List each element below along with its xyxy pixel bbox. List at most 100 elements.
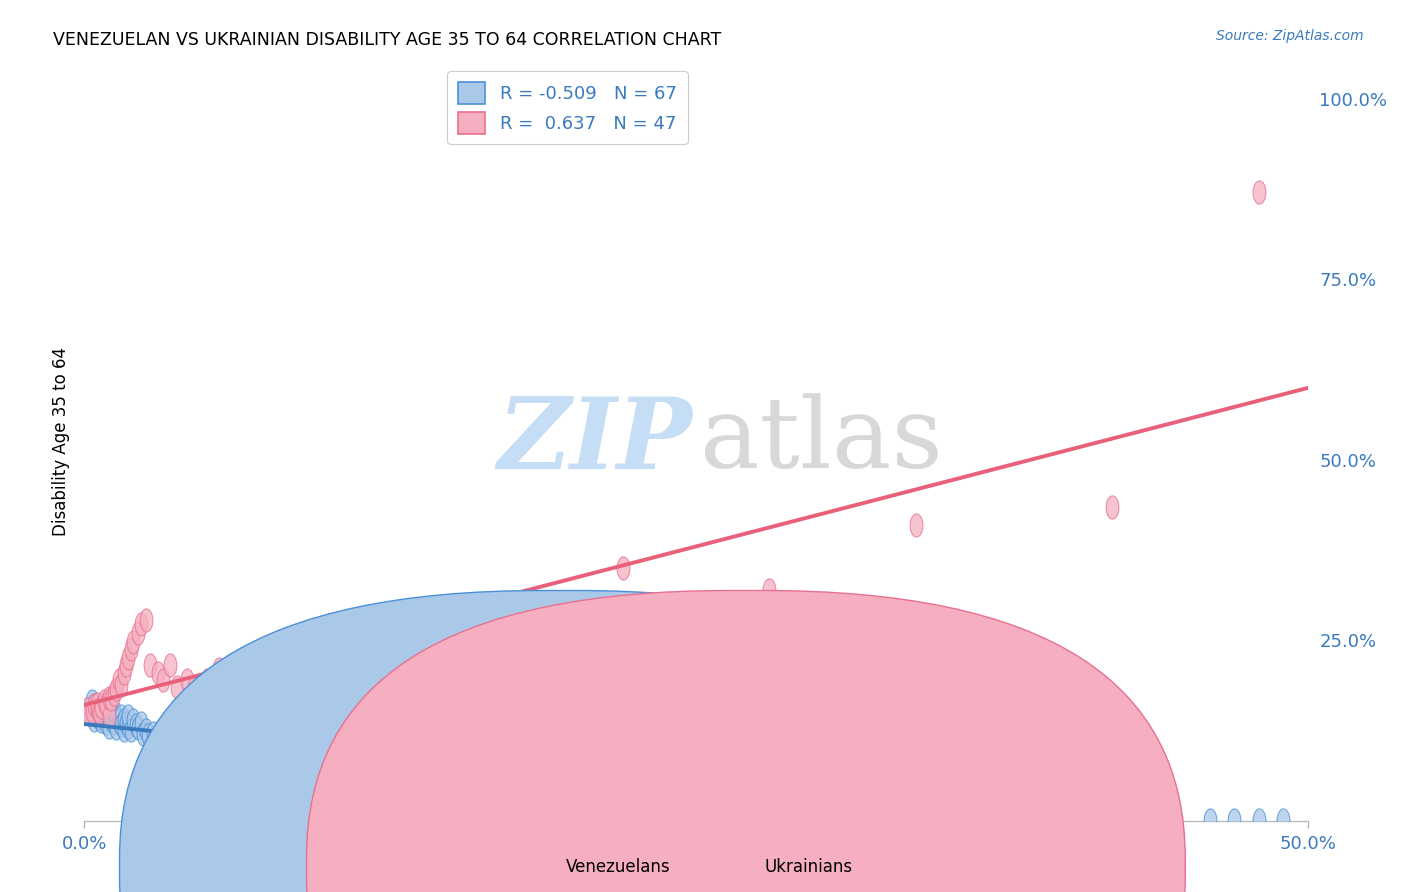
Point (440, 690, 463, 705)
Point (146, 731, 169, 745)
Point (1198, 813, 1220, 827)
Point (1150, 813, 1173, 827)
Point (905, 517, 928, 532)
Point (219, 757, 242, 772)
Point (83, 698, 105, 712)
Text: ZIP: ZIP (498, 393, 692, 490)
Point (117, 709, 139, 723)
Point (1101, 812, 1123, 826)
Point (87, 706, 110, 720)
Point (120, 641, 142, 656)
Point (97, 720, 120, 734)
Point (97, 690, 120, 705)
Point (636, 807, 658, 822)
Point (96, 707, 118, 722)
Point (758, 582, 780, 597)
Point (245, 687, 267, 701)
Point (186, 745, 208, 759)
Point (195, 673, 218, 687)
Point (80, 704, 103, 718)
Point (117, 651, 139, 665)
Point (758, 810, 780, 824)
Point (107, 673, 129, 687)
Point (367, 790, 389, 805)
Y-axis label: Disability Age 35 to 64: Disability Age 35 to 64 (52, 347, 70, 536)
Point (86, 702, 108, 716)
Point (318, 694, 340, 708)
Point (122, 713, 145, 727)
Point (127, 626, 149, 640)
Point (105, 711, 128, 725)
Point (80, 706, 103, 721)
Point (129, 716, 152, 731)
Point (103, 714, 125, 729)
Point (219, 698, 242, 712)
Point (80, 694, 103, 708)
Point (103, 704, 125, 718)
Point (166, 680, 188, 694)
Point (176, 741, 198, 756)
Point (93, 694, 115, 708)
Point (110, 718, 132, 732)
Text: VENEZUELAN VS UKRAINIAN DISABILITY AGE 35 TO 64 CORRELATION CHART: VENEZUELAN VS UKRAINIAN DISABILITY AGE 3… (53, 31, 721, 49)
Point (489, 802, 512, 816)
Point (135, 723, 157, 738)
Point (176, 673, 198, 687)
Point (86, 697, 108, 711)
Point (115, 658, 138, 673)
Point (152, 728, 174, 742)
Point (112, 665, 135, 680)
Point (112, 713, 135, 727)
Point (269, 773, 291, 788)
Point (90, 699, 112, 714)
Point (83, 713, 105, 727)
Point (136, 728, 159, 742)
Point (105, 721, 128, 735)
Point (129, 617, 152, 632)
Point (103, 687, 125, 701)
Point (122, 634, 145, 648)
Point (1272, 813, 1295, 827)
Point (612, 561, 634, 575)
Point (96, 698, 118, 712)
Point (77, 706, 100, 721)
Point (135, 613, 157, 627)
Point (440, 799, 463, 814)
Point (142, 725, 165, 739)
Point (100, 692, 122, 706)
Point (195, 748, 218, 763)
Legend: R = -0.509   N = 67, R =  0.637   N = 47: R = -0.509 N = 67, R = 0.637 N = 47 (447, 71, 688, 145)
Point (132, 727, 155, 741)
Point (93, 706, 115, 721)
Point (83, 698, 105, 712)
Point (86, 709, 108, 723)
Point (856, 811, 879, 825)
Point (183, 680, 205, 694)
Point (139, 658, 162, 673)
Point (159, 732, 181, 747)
Point (166, 736, 188, 750)
Point (152, 673, 174, 687)
Point (117, 720, 139, 734)
Point (112, 723, 135, 738)
Point (86, 706, 108, 720)
Point (269, 676, 291, 690)
Point (146, 665, 169, 680)
Point (127, 721, 149, 735)
Point (562, 805, 585, 819)
Point (77, 702, 100, 716)
Point (87, 699, 110, 714)
Text: atlas: atlas (700, 393, 942, 490)
Point (105, 682, 128, 697)
Point (76, 702, 98, 716)
Text: Source: ZipAtlas.com: Source: ZipAtlas.com (1216, 29, 1364, 43)
Point (90, 714, 112, 728)
Point (110, 709, 132, 723)
Point (367, 673, 389, 687)
Point (1223, 813, 1246, 827)
Point (294, 662, 316, 676)
Text: Venezuelans: Venezuelans (567, 858, 671, 876)
Point (93, 697, 115, 711)
Point (159, 658, 181, 673)
Point (100, 713, 122, 727)
